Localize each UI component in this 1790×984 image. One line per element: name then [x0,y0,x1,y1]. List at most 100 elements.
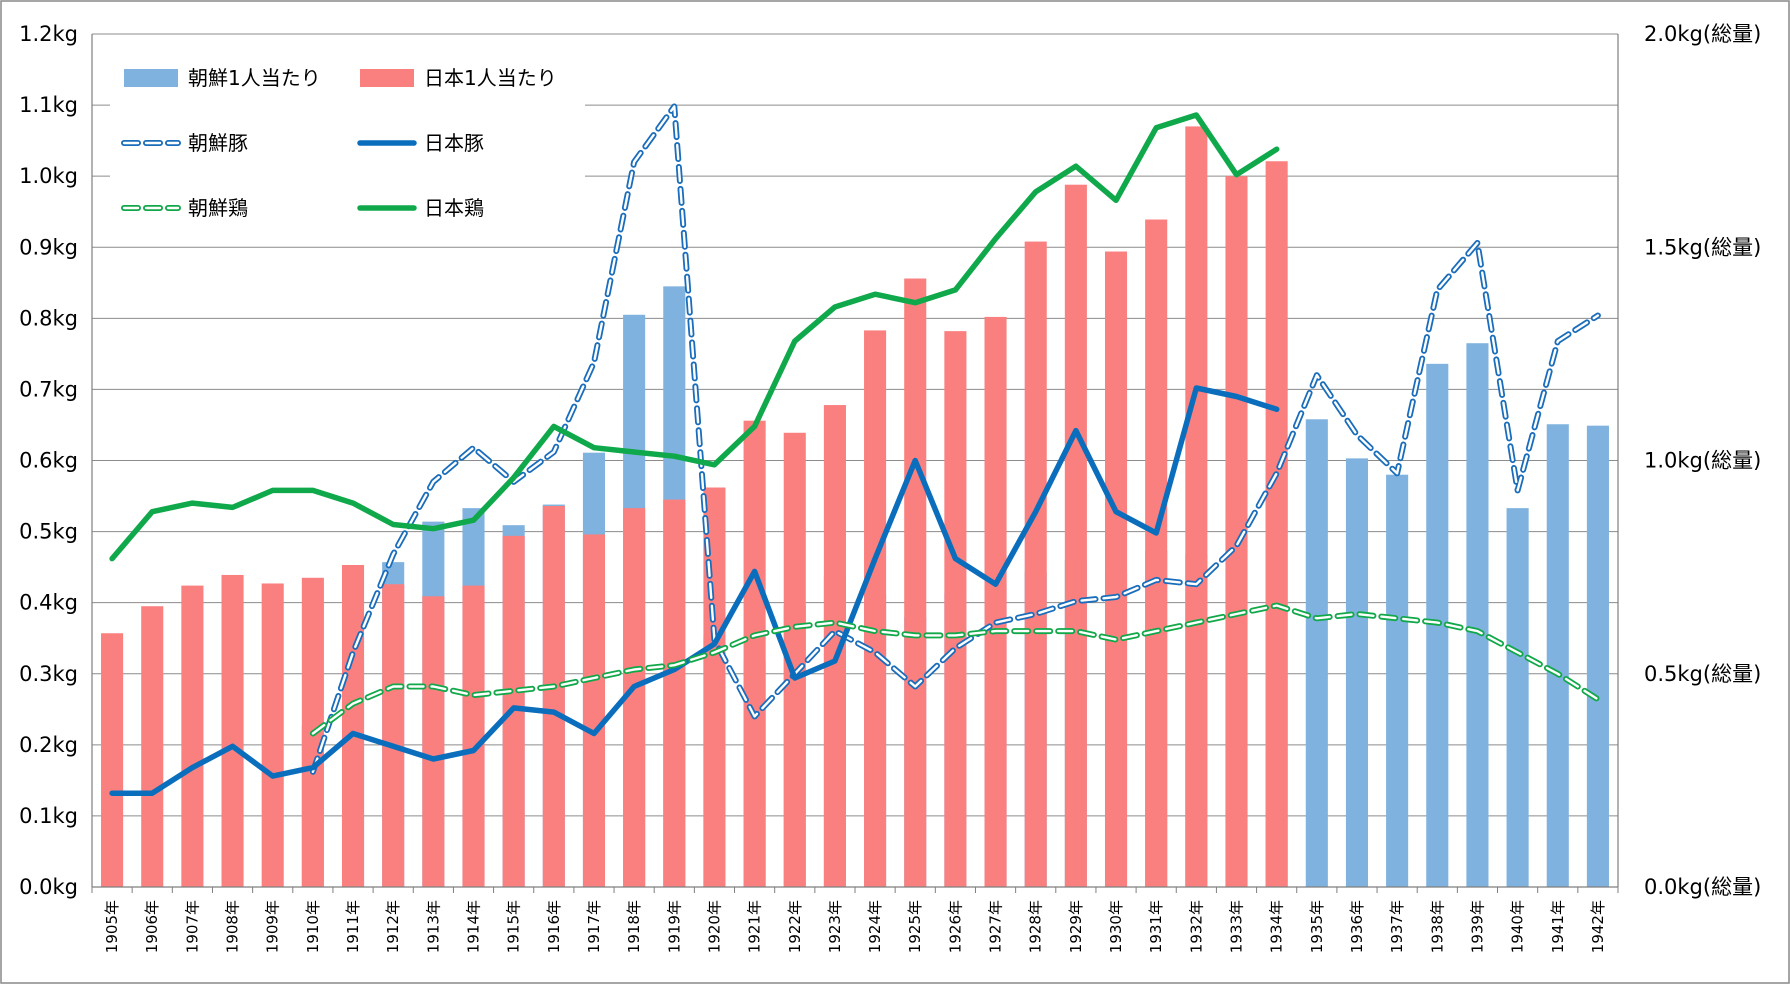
axes: 0.0kg 0.1kg 0.2kg 0.3kg 0.4kg 0.5kg 0.6kg 0.7kg… [19,22,1761,953]
y-left-tick-label: 0.4kg [19,591,78,615]
legend-swatch-日本1人当たり [360,69,414,87]
y-left-tick-label: 0.0kg [19,875,78,899]
y-left-tick-label: 0.2kg [19,733,78,757]
x-tick-label: 1910年 [304,900,322,953]
y-left-tick-label: 0.7kg [19,377,78,401]
bar-japan-1929年 [1064,184,1087,888]
x-tick-label: 1929年 [1067,900,1085,953]
y-left-tick-label: 0.9kg [19,235,78,259]
x-tick-label: 1935年 [1308,900,1326,953]
bar-korea-1935年 [1305,419,1328,887]
y-left-tick-label: 0.5kg [19,520,78,544]
x-tick-label: 1924年 [866,900,884,953]
bar-japan-1908年 [221,574,244,887]
y-left-tick-label: 0.1kg [19,804,78,828]
bar-japan-1922年 [783,432,806,887]
bar-japan-1926年 [944,331,967,888]
legend-label-日本1人当たり: 日本1人当たり [424,66,557,90]
y-right-tick-label: 1.5kg(総量) [1644,235,1761,259]
x-tick-label: 1912年 [384,900,402,953]
bar-japan-1916年 [542,505,565,887]
x-tick-label: 1927年 [987,900,1005,953]
x-tick-label: 1932年 [1187,900,1205,953]
x-tick-label: 1939年 [1468,900,1486,953]
x-tick-label: 1915年 [505,900,523,953]
bar-japan-1928年 [1024,241,1047,887]
bar-korea-1940年 [1506,508,1529,887]
x-tick-label: 1907年 [183,900,201,953]
bar-japan-1911年 [341,564,365,887]
bar-korea-1941年 [1546,424,1569,887]
x-tick-label: 1918年 [625,900,643,953]
x-tick-label: 1909年 [264,900,282,953]
x-tick-label: 1925年 [906,900,924,953]
bar-japan-1924年 [864,330,887,888]
y-right-tick-label: 0.0kg(総量) [1644,875,1761,899]
legend-label-朝鮮1人当たり: 朝鮮1人当たり [188,66,321,90]
x-tick-label: 1930年 [1107,900,1125,953]
y-left-tick-label: 1.0kg [19,164,78,188]
legend-label-朝鮮豚: 朝鮮豚 [188,131,248,155]
x-tick-label: 1920年 [705,900,723,953]
bar-japan-1923年 [823,405,846,887]
bar-korea-1939年 [1466,343,1489,887]
bar-japan-1933年 [1225,176,1248,887]
bar-japan-1927年 [984,316,1007,888]
x-tick-label: 1923年 [826,900,844,953]
y-left-tick-label: 0.6kg [19,449,78,473]
x-tick-label: 1931年 [1147,900,1165,953]
x-tick-label: 1922年 [786,900,804,953]
bar-japan-1907年 [181,585,204,887]
bar-japan-1914年 [462,585,485,887]
bar-korea-1937年 [1386,474,1409,887]
bar-japan-1912年 [382,584,405,887]
legend-label-日本豚: 日本豚 [424,131,484,155]
x-tick-label: 1933年 [1228,900,1246,953]
x-tick-label: 1928年 [1027,900,1045,953]
bar-japan-1925年 [904,278,927,887]
bar-japan-1918年 [623,508,646,887]
bar-japan-1931年 [1145,219,1168,888]
y-right-tick-label: 1.0kg(総量) [1644,449,1761,473]
x-tick-label: 1908年 [224,900,242,953]
x-tick-label: 1913年 [424,900,442,953]
bar-japan-1917年 [582,534,606,887]
bar-japan-1932年 [1185,126,1208,888]
lines [109,103,1601,796]
bar-japan-1913年 [422,596,445,887]
bars [101,126,1609,888]
x-tick-label: 1919年 [665,900,683,953]
x-tick-label: 1906年 [143,900,161,953]
x-tick-label: 1905年 [103,900,121,953]
bar-japan-1919年 [663,499,686,887]
x-tick-label: 1926年 [946,900,964,953]
x-tick-label: 1934年 [1268,900,1286,953]
x-tick-label: 1940年 [1509,900,1527,953]
y-left-tick-label: 1.2kg [19,22,78,46]
x-tick-label: 1911年 [344,900,362,953]
bar-japan-1909年 [261,583,284,887]
x-tick-label: 1937年 [1388,900,1406,953]
x-tick-label: 1914年 [465,900,483,953]
legend-swatch-朝鮮1人当たり [124,69,178,87]
bar-korea-1942年 [1586,425,1609,887]
x-tick-label: 1921年 [746,900,764,953]
y-right-tick-label: 0.5kg(総量) [1644,662,1761,686]
x-tick-label: 1938年 [1428,900,1446,953]
y-left-tick-label: 1.1kg [19,93,78,117]
series-line-core-朝鮮豚 [311,105,1600,773]
bar-japan-1921年 [743,420,766,887]
bar-japan-1930年 [1104,251,1128,887]
series-line-core-朝鮮鶏 [311,604,1600,735]
legend-box [110,48,585,234]
bar-korea-1936年 [1345,458,1369,887]
x-tick-label: 1941年 [1549,900,1567,953]
series-line-日本鶏 [109,112,1280,562]
x-tick-label: 1916年 [545,900,563,953]
y-right-tick-label: 2.0kg(総量) [1644,22,1761,46]
y-left-tick-label: 0.3kg [19,662,78,686]
bar-japan-1905年 [101,633,124,887]
